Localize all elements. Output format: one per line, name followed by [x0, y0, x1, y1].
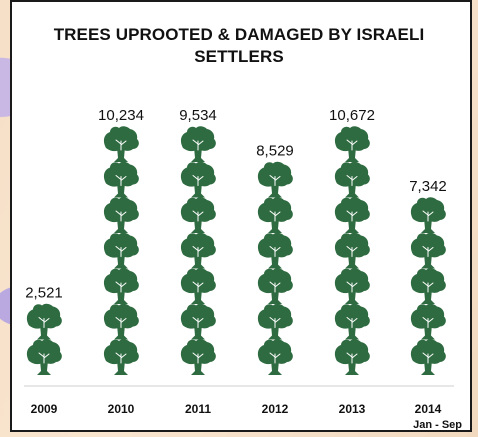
tree-icon: [257, 161, 294, 198]
tree-icon: [180, 125, 217, 163]
tree-icon: [334, 125, 371, 163]
value-label: 7,342: [409, 178, 447, 195]
year-label: 2013: [339, 402, 366, 416]
tree-icon: [410, 267, 447, 305]
tree-icon: [257, 232, 294, 269]
tree-icon: [334, 267, 371, 305]
tree-icon: [257, 267, 294, 305]
tree-icon: [334, 303, 371, 340]
tree-icon: [334, 232, 371, 269]
infographic-card: [10, 0, 472, 432]
tree-icon: [103, 196, 140, 234]
value-label: 10,234: [98, 107, 144, 124]
tree-icon: [334, 161, 371, 198]
tree-icon: [180, 338, 217, 376]
tree-icon: [410, 196, 447, 234]
tree-icon: [103, 303, 140, 340]
value-label: 8,529: [256, 143, 294, 160]
tree-icon: [410, 232, 447, 269]
year-label: 2010: [108, 402, 135, 416]
tree-icon: [103, 161, 140, 198]
year-note-2014: Jan - Sep: [413, 419, 462, 431]
tree-icon: [410, 303, 447, 340]
tree-icon: [257, 303, 294, 340]
tree-icon: [26, 338, 63, 376]
tree-icon: [103, 232, 140, 269]
tree-icon: [334, 196, 371, 234]
year-label: 2009: [31, 402, 58, 416]
tree-icon: [180, 303, 217, 340]
tree-icon: [180, 267, 217, 305]
year-label: 2014: [415, 402, 442, 416]
tree-icon: [257, 338, 294, 376]
year-label: 2012: [262, 402, 289, 416]
tree-icon: [103, 125, 140, 163]
value-label: 9,534: [179, 107, 217, 124]
tree-icon: [103, 338, 140, 376]
value-label: 10,672: [329, 107, 375, 124]
tree-icon: [334, 338, 371, 376]
value-label: 2,521: [25, 285, 63, 302]
tree-icon: [180, 161, 217, 198]
tree-icon: [26, 303, 63, 340]
bar-group: [26, 125, 447, 376]
label-group: 2,521 2009 10,234 2010 9,534 2011 8,529 2012 10,…: [25, 107, 447, 416]
year-label: 2011: [185, 402, 211, 416]
tree-icon: [257, 196, 294, 234]
tree-icon: [180, 232, 217, 269]
tree-icon: [410, 338, 447, 376]
tree-icon: [103, 267, 140, 305]
chart-title: TREES UPROOTED & DAMAGED BY ISRAELI SETT…: [53, 25, 425, 66]
tree-icon: [180, 196, 217, 234]
